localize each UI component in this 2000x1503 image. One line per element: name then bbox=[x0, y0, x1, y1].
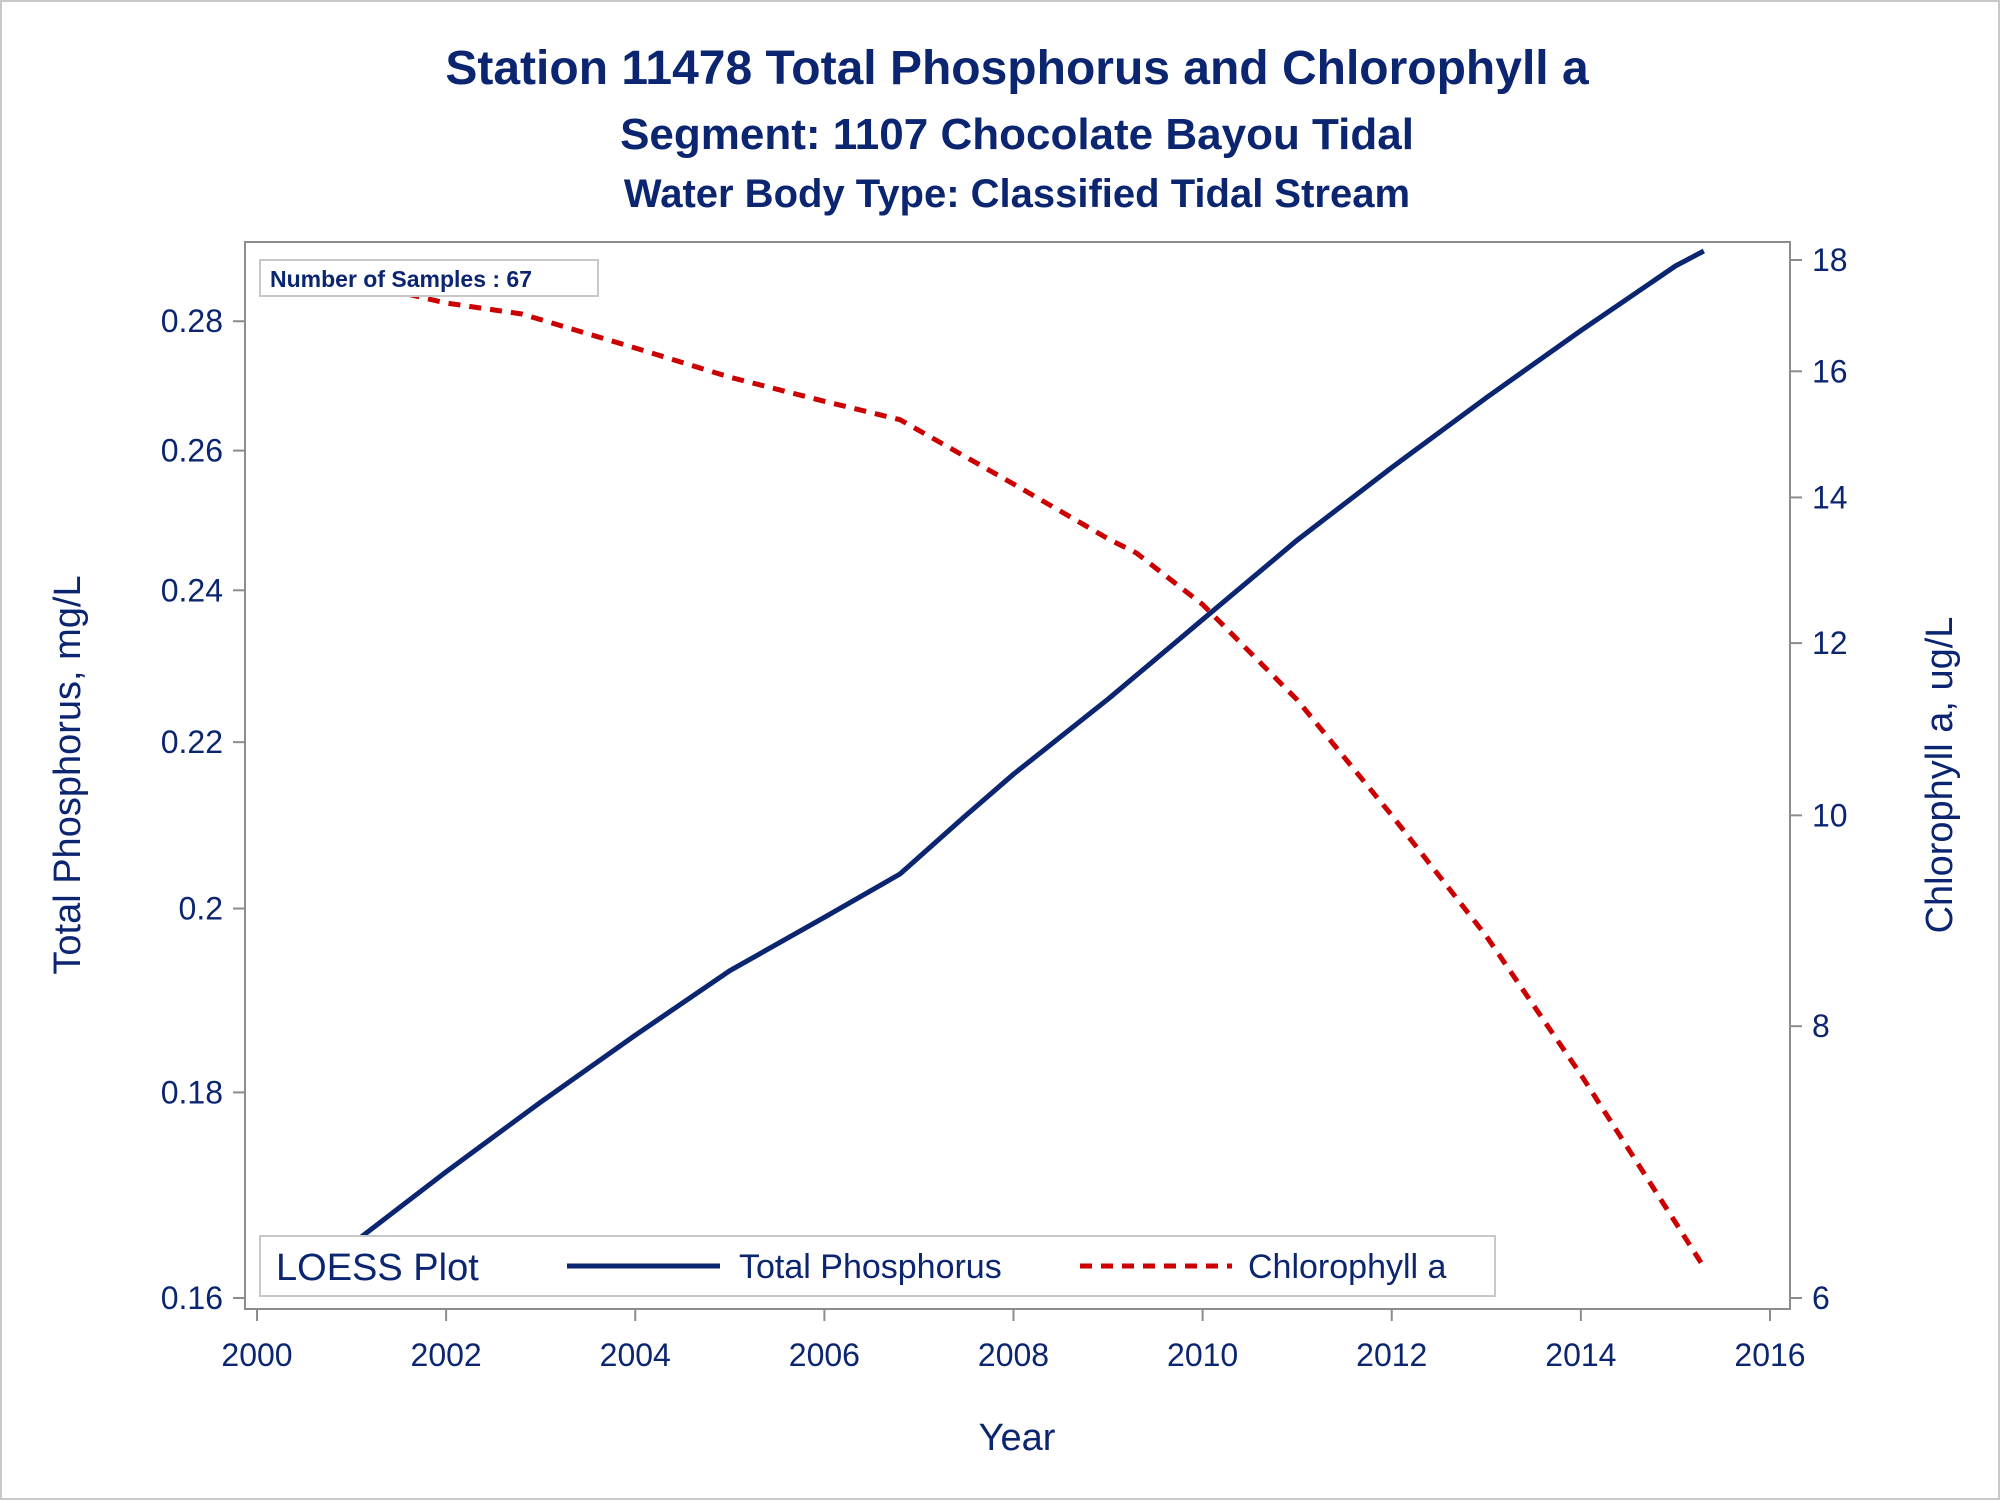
plot-area bbox=[244, 241, 1791, 1310]
annotation-box: Number of Samples : 67 bbox=[259, 259, 599, 297]
y-left-tick-label: 0.16 bbox=[161, 1280, 223, 1316]
y-axis-right: 6 8 10 12 14 16 18 bbox=[1790, 242, 1848, 1316]
y-right-tick-label: 12 bbox=[1812, 625, 1848, 661]
y-right-tick-label: 10 bbox=[1812, 797, 1848, 833]
series-line-total-phosphorus bbox=[321, 248, 1705, 1273]
y-axis-left: 0.16 0.18 0.2 0.22 0.24 0.26 0.28 bbox=[161, 303, 245, 1316]
x-axis: 2000 2002 2004 2006 2008 2010 2012 2014 2016 bbox=[221, 1309, 1806, 1373]
x-tick-label: 2016 bbox=[1734, 1337, 1805, 1373]
x-axis-label: Year bbox=[979, 1417, 1056, 1459]
chart-title: Station 11478 Total Phosphorus and Chlor… bbox=[445, 42, 1589, 95]
sample-count-text: Number of Samples : 67 bbox=[270, 266, 532, 292]
series-layer bbox=[304, 248, 1706, 1273]
legend-label-total-phosphorus: Total Phosphorus bbox=[739, 1248, 1002, 1286]
chart-subtitle-segment: Segment: 1107 Chocolate Bayou Tidal bbox=[620, 110, 1414, 159]
y-left-tick-label: 0.26 bbox=[161, 433, 223, 469]
series-line-chlorophyll-a bbox=[304, 273, 1706, 1269]
x-tick-label: 2008 bbox=[978, 1337, 1049, 1373]
y-right-tick-label: 8 bbox=[1812, 1008, 1830, 1044]
y-axis-right-label: Chlorophyll a, ug/L bbox=[1919, 617, 1961, 934]
x-tick-label: 2014 bbox=[1545, 1337, 1616, 1373]
y-axis-left-label: Total Phosphorus, mg/L bbox=[47, 575, 89, 974]
chart-subtitle-waterbody: Water Body Type: Classified Tidal Stream bbox=[624, 172, 1410, 216]
y-left-tick-label: 0.2 bbox=[179, 891, 223, 927]
y-right-tick-label: 14 bbox=[1812, 479, 1848, 515]
legend-title: LOESS Plot bbox=[276, 1247, 479, 1289]
x-tick-label: 2012 bbox=[1356, 1337, 1427, 1373]
y-right-tick-label: 18 bbox=[1812, 242, 1848, 278]
x-tick-label: 2000 bbox=[221, 1337, 292, 1373]
x-tick-label: 2004 bbox=[600, 1337, 671, 1373]
legend: LOESS Plot Total Phosphorus Chlorophyll … bbox=[259, 1235, 1496, 1297]
y-right-tick-label: 6 bbox=[1812, 1280, 1830, 1316]
x-tick-label: 2006 bbox=[789, 1337, 860, 1373]
x-tick-label: 2002 bbox=[411, 1337, 482, 1373]
y-left-tick-label: 0.24 bbox=[161, 572, 223, 608]
y-left-tick-label: 0.18 bbox=[161, 1074, 223, 1110]
y-right-tick-label: 16 bbox=[1812, 353, 1848, 389]
y-left-tick-label: 0.22 bbox=[161, 724, 223, 760]
legend-label-chlorophyll-a: Chlorophyll a bbox=[1248, 1248, 1447, 1286]
x-tick-label: 2010 bbox=[1167, 1337, 1238, 1373]
y-left-tick-label: 0.28 bbox=[161, 303, 223, 339]
